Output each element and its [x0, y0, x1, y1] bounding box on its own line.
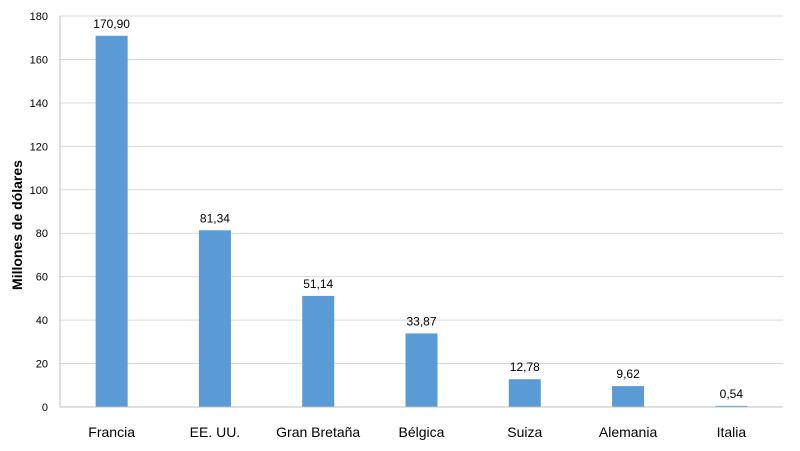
bar-6	[715, 405, 748, 407]
bar-2	[302, 295, 335, 407]
y-tick-label: 80	[36, 228, 48, 240]
x-tick-label: Italia	[717, 424, 747, 440]
y-tick-label: 160	[30, 54, 48, 66]
y-tick-label: 0	[42, 402, 48, 414]
x-tick-label: Francia	[88, 424, 135, 440]
x-tick-label: Bélgica	[399, 424, 445, 440]
bar-5	[612, 386, 645, 407]
y-tick-label: 140	[30, 98, 48, 110]
bars	[95, 35, 748, 408]
data-label: 51,14	[303, 277, 333, 291]
data-label: 9,62	[616, 367, 640, 381]
y-axis-label: Millones de dólares	[9, 160, 25, 290]
data-label: 81,34	[200, 211, 230, 225]
y-tick-label: 100	[30, 185, 48, 197]
x-tick-label: Gran Bretaña	[276, 424, 360, 440]
x-tick-labels: Francia EE. UU. Gran Bretaña Bélgica Suiza Al…	[88, 424, 746, 440]
data-labels: 170,90 81,34 51,14 33,87 12,78 9,62 0,54	[93, 17, 743, 401]
x-tick-label: Suiza	[507, 424, 542, 440]
y-tick-label: 60	[36, 272, 48, 284]
axes	[59, 16, 783, 408]
y-tick-label: 20	[36, 359, 48, 371]
data-label: 0,54	[720, 387, 744, 401]
y-tick-label: 40	[36, 315, 48, 327]
x-tick-label: Alemania	[599, 424, 658, 440]
bar-1	[198, 230, 231, 407]
y-tick-label: 180	[30, 11, 48, 23]
x-tick-label: EE. UU.	[190, 424, 241, 440]
y-tick-label: 120	[30, 141, 48, 153]
data-label: 12,78	[510, 360, 540, 374]
y-tick-labels: 0 20 40 60 80 100 120 140 160 180	[30, 11, 48, 414]
data-label: 170,90	[93, 17, 130, 31]
bar-0	[95, 35, 128, 408]
bar-3	[405, 333, 438, 407]
gridlines	[60, 15, 783, 365]
bar-4	[508, 379, 541, 407]
data-label: 33,87	[406, 314, 436, 328]
